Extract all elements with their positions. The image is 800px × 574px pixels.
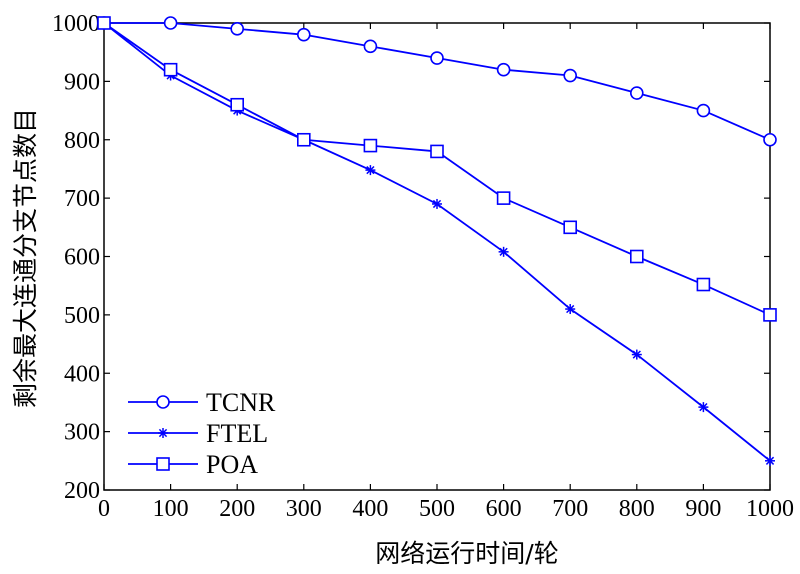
data-point-circle [763, 132, 777, 147]
x-tick-label: 300 [286, 496, 322, 522]
data-point-asterisk [565, 304, 576, 315]
data-point-square [763, 308, 777, 322]
series-poa [97, 16, 777, 322]
data-point-asterisk [698, 402, 709, 413]
x-axis-label: 网络运行时间/轮 [375, 539, 558, 568]
y-tick-label: 500 [64, 303, 100, 329]
data-point-square [156, 457, 170, 471]
x-tick-label: 200 [219, 496, 255, 522]
asterisk-stroke [632, 350, 641, 359]
data-point-square [230, 97, 244, 112]
x-tick-label: 400 [352, 496, 388, 522]
series-line [103, 22, 771, 316]
legend-entry-tcnr: TCNR [128, 388, 276, 417]
legend-label: TCNR [206, 388, 276, 417]
data-point-square [97, 16, 111, 30]
data-point-circle [156, 395, 170, 409]
asterisk-stroke [366, 165, 375, 175]
data-point-circle [563, 68, 578, 83]
x-tick-label: 800 [619, 496, 655, 522]
asterisk-stroke [499, 247, 508, 256]
legend-entry-ftel: FTEL [128, 419, 268, 448]
data-point-asterisk [432, 198, 442, 209]
data-point-square [563, 220, 578, 235]
data-point-asterisk [158, 428, 168, 438]
x-tick-label: 700 [552, 496, 588, 522]
data-point-square [430, 144, 444, 159]
series-layer [97, 16, 777, 466]
legend-label: POA [206, 450, 258, 479]
legend-entry-poa: POA [128, 450, 258, 479]
y-tick-label: 400 [64, 361, 100, 387]
y-tick-label: 900 [64, 69, 100, 95]
data-point-circle [430, 51, 444, 65]
legend-label: FTEL [206, 419, 268, 448]
asterisk-stroke [765, 456, 775, 465]
axis-ticks: 0 100 200 300 400 500 600 700 800 900 1000 200 300 40… [52, 11, 794, 522]
data-point-circle [230, 22, 244, 36]
data-point-asterisk [498, 246, 509, 257]
x-tick-label: 0 [98, 496, 110, 522]
data-point-circle [296, 27, 311, 42]
data-point-circle [696, 103, 711, 118]
data-point-asterisk [631, 349, 642, 360]
y-axis-label: 剩余最大连通分支节点数目 [11, 108, 40, 408]
data-point-square [363, 138, 378, 153]
data-point-square [163, 62, 178, 77]
series-line [103, 22, 771, 462]
y-tick-label: 300 [64, 420, 100, 446]
y-tick-label: 600 [64, 245, 100, 271]
data-point-square [629, 249, 644, 264]
asterisk-stroke [432, 199, 442, 209]
data-point-asterisk [765, 455, 775, 466]
x-tick-label: 900 [685, 496, 721, 522]
x-tick-label: 1000 [746, 496, 794, 522]
data-point-asterisk [365, 165, 376, 176]
data-point-circle [163, 16, 178, 30]
x-tick-label: 600 [486, 496, 522, 522]
y-tick-label: 200 [64, 478, 100, 504]
y-tick-label: 800 [64, 128, 100, 154]
data-point-square [296, 132, 311, 147]
y-tick-label: 700 [64, 186, 100, 212]
data-point-circle [496, 62, 511, 77]
series-line [104, 22, 771, 141]
asterisk-stroke [566, 304, 575, 314]
series-tcnr [97, 16, 777, 147]
x-tick-label: 100 [153, 496, 189, 522]
data-point-circle [363, 39, 378, 54]
asterisk-stroke [699, 402, 708, 412]
x-tick-label: 500 [419, 496, 455, 522]
asterisk-stroke [158, 428, 168, 438]
data-point-square [696, 277, 711, 292]
data-point-circle [629, 86, 644, 100]
data-point-square [496, 191, 511, 205]
y-tick-label: 1000 [52, 11, 100, 37]
